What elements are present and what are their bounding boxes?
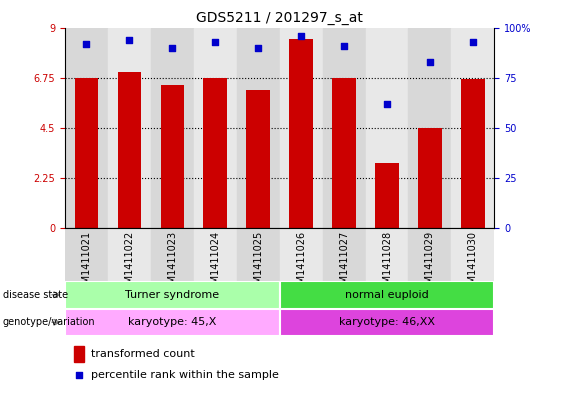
Bar bbox=[194, 28, 237, 228]
Bar bbox=[280, 309, 494, 336]
Bar bbox=[461, 79, 485, 228]
Text: karyotype: 46,XX: karyotype: 46,XX bbox=[339, 317, 435, 327]
Text: normal euploid: normal euploid bbox=[345, 290, 429, 300]
Bar bbox=[151, 28, 194, 228]
Bar bbox=[203, 78, 227, 228]
Point bbox=[168, 44, 177, 51]
Bar bbox=[408, 28, 451, 228]
Bar bbox=[408, 228, 451, 281]
Bar bbox=[237, 228, 280, 281]
Text: GSM1411028: GSM1411028 bbox=[382, 231, 392, 296]
Bar bbox=[366, 228, 408, 281]
Text: GSM1411022: GSM1411022 bbox=[124, 231, 134, 296]
Bar bbox=[160, 85, 184, 228]
Point bbox=[468, 39, 477, 45]
Point bbox=[211, 39, 220, 45]
Point bbox=[125, 37, 134, 43]
Text: karyotype: 45,X: karyotype: 45,X bbox=[128, 317, 216, 327]
Bar bbox=[289, 39, 313, 228]
Point bbox=[297, 32, 306, 39]
Bar bbox=[280, 281, 494, 309]
Bar bbox=[451, 228, 494, 281]
Bar bbox=[418, 128, 442, 228]
Point bbox=[383, 101, 392, 107]
Text: percentile rank within the sample: percentile rank within the sample bbox=[91, 370, 279, 380]
Text: GSM1411024: GSM1411024 bbox=[210, 231, 220, 296]
Text: GSM1411029: GSM1411029 bbox=[425, 231, 435, 296]
Bar bbox=[332, 78, 356, 228]
Point bbox=[254, 44, 263, 51]
Title: GDS5211 / 201297_s_at: GDS5211 / 201297_s_at bbox=[196, 11, 363, 25]
Bar bbox=[65, 309, 280, 336]
Text: GSM1411026: GSM1411026 bbox=[296, 231, 306, 296]
Bar bbox=[451, 28, 494, 228]
Bar bbox=[366, 28, 408, 228]
Point bbox=[340, 42, 349, 49]
Bar bbox=[280, 228, 323, 281]
Bar bbox=[75, 78, 98, 228]
Bar bbox=[108, 228, 151, 281]
Point bbox=[425, 59, 434, 65]
Bar bbox=[65, 281, 280, 309]
Text: genotype/variation: genotype/variation bbox=[3, 317, 95, 327]
Text: GSM1411023: GSM1411023 bbox=[167, 231, 177, 296]
Bar bbox=[246, 90, 270, 228]
Point bbox=[75, 372, 84, 378]
Bar bbox=[194, 228, 237, 281]
Bar bbox=[237, 28, 280, 228]
Text: GSM1411021: GSM1411021 bbox=[81, 231, 92, 296]
Bar bbox=[65, 228, 108, 281]
Bar bbox=[65, 28, 108, 228]
Text: GSM1411030: GSM1411030 bbox=[468, 231, 478, 296]
Text: disease state: disease state bbox=[3, 290, 68, 300]
Bar bbox=[323, 28, 366, 228]
Text: Turner syndrome: Turner syndrome bbox=[125, 290, 219, 300]
Bar bbox=[73, 346, 84, 362]
Point bbox=[82, 40, 91, 47]
Bar bbox=[280, 28, 323, 228]
Bar bbox=[375, 163, 399, 228]
Text: GSM1411025: GSM1411025 bbox=[253, 231, 263, 296]
Text: GSM1411027: GSM1411027 bbox=[339, 231, 349, 296]
Text: transformed count: transformed count bbox=[91, 349, 194, 359]
Bar bbox=[118, 72, 141, 228]
Bar bbox=[151, 228, 194, 281]
Bar bbox=[323, 228, 366, 281]
Bar bbox=[108, 28, 151, 228]
